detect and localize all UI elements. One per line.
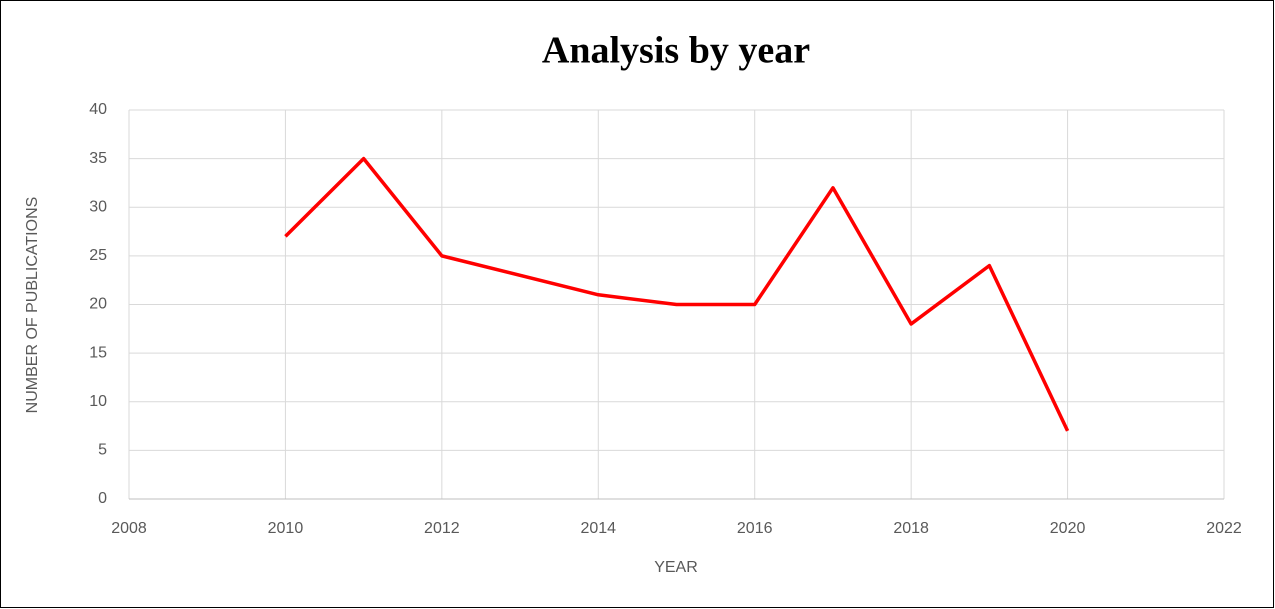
y-tick-label: 0 <box>98 490 107 507</box>
y-tick-label: 20 <box>89 296 107 313</box>
y-tick-label: 10 <box>89 393 107 410</box>
x-tick-label: 2014 <box>580 520 616 537</box>
data-line <box>284 156 1070 432</box>
y-tick-label: 15 <box>89 344 107 361</box>
y-tick-label: 30 <box>89 198 107 215</box>
x-tick-label: 2018 <box>893 520 929 537</box>
y-axis-label: NUMBER OF PUBLICATIONS <box>24 197 41 414</box>
x-tick-label: 2022 <box>1206 520 1242 537</box>
y-tick-label: 5 <box>98 442 107 459</box>
x-tick-label: 2010 <box>268 520 304 537</box>
y-tick-label: 25 <box>89 247 107 264</box>
y-tick-label: 35 <box>89 150 107 167</box>
x-axis-label: YEAR <box>654 559 698 576</box>
x-tick-label: 2012 <box>424 520 460 537</box>
chart-title: Analysis by year <box>542 30 810 72</box>
x-tick-label: 2008 <box>111 520 147 537</box>
y-tick-label: 40 <box>89 101 107 118</box>
x-tick-label: 2020 <box>1050 520 1086 537</box>
x-tick-label: 2016 <box>737 520 773 537</box>
